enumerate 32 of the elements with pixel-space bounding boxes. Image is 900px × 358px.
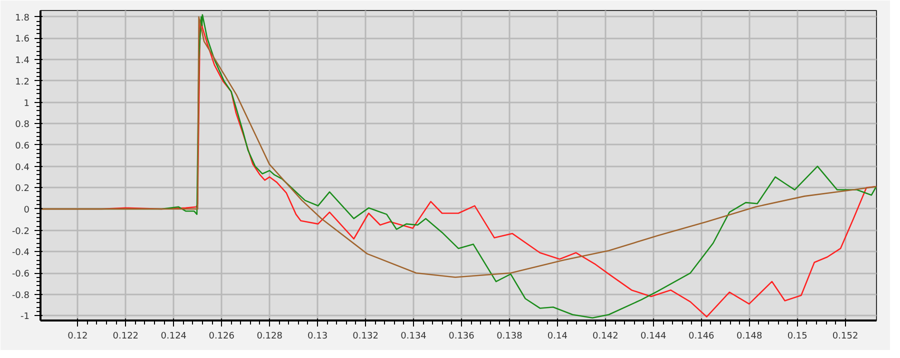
y-tick-label: 1 <box>24 98 30 109</box>
y-tick-label: -0.8 <box>12 290 30 301</box>
y-tick-label: 1.8 <box>15 13 30 24</box>
x-tick-label: 0.138 <box>496 332 523 342</box>
y-tick-label: 0.6 <box>15 141 30 152</box>
x-tick-label: 0.128 <box>256 332 283 342</box>
x-tick-label: 0.152 <box>832 332 858 342</box>
x-tick-label: 0.146 <box>688 332 715 342</box>
y-tick-label: -0.6 <box>12 270 30 280</box>
x-tick-label: 0.132 <box>352 332 378 342</box>
x-tick-label: 0.148 <box>736 332 763 342</box>
x-tick-label: 0.142 <box>592 332 618 342</box>
x-tick-label: 0.122 <box>112 332 139 342</box>
x-tick-label: 0.144 <box>640 332 667 342</box>
y-tick-label: -1 <box>20 312 30 322</box>
y-tick-label: 1.4 <box>15 56 30 66</box>
y-tick-label: 1.6 <box>15 34 30 45</box>
y-tick-label: -0.4 <box>12 248 30 258</box>
x-tick-label: 0.134 <box>400 332 427 342</box>
y-tick-label: 0.4 <box>15 162 30 173</box>
x-tick-label: 0.124 <box>160 332 187 342</box>
y-tick-label: -0.2 <box>12 226 30 237</box>
x-tick-label: 0.12 <box>68 332 88 342</box>
x-tick-label: 0.136 <box>448 332 475 342</box>
y-tick-label: 0.8 <box>15 120 30 130</box>
x-tick-label: 0.15 <box>787 332 808 342</box>
y-tick-label: 0.2 <box>15 184 30 194</box>
x-tick-label: 0.14 <box>547 332 568 342</box>
x-tick-label: 0.126 <box>208 332 235 342</box>
x-tick-label: 0.13 <box>308 332 328 342</box>
y-tick-label: 1.2 <box>15 77 30 88</box>
y-tick-label: 0 <box>24 205 30 216</box>
